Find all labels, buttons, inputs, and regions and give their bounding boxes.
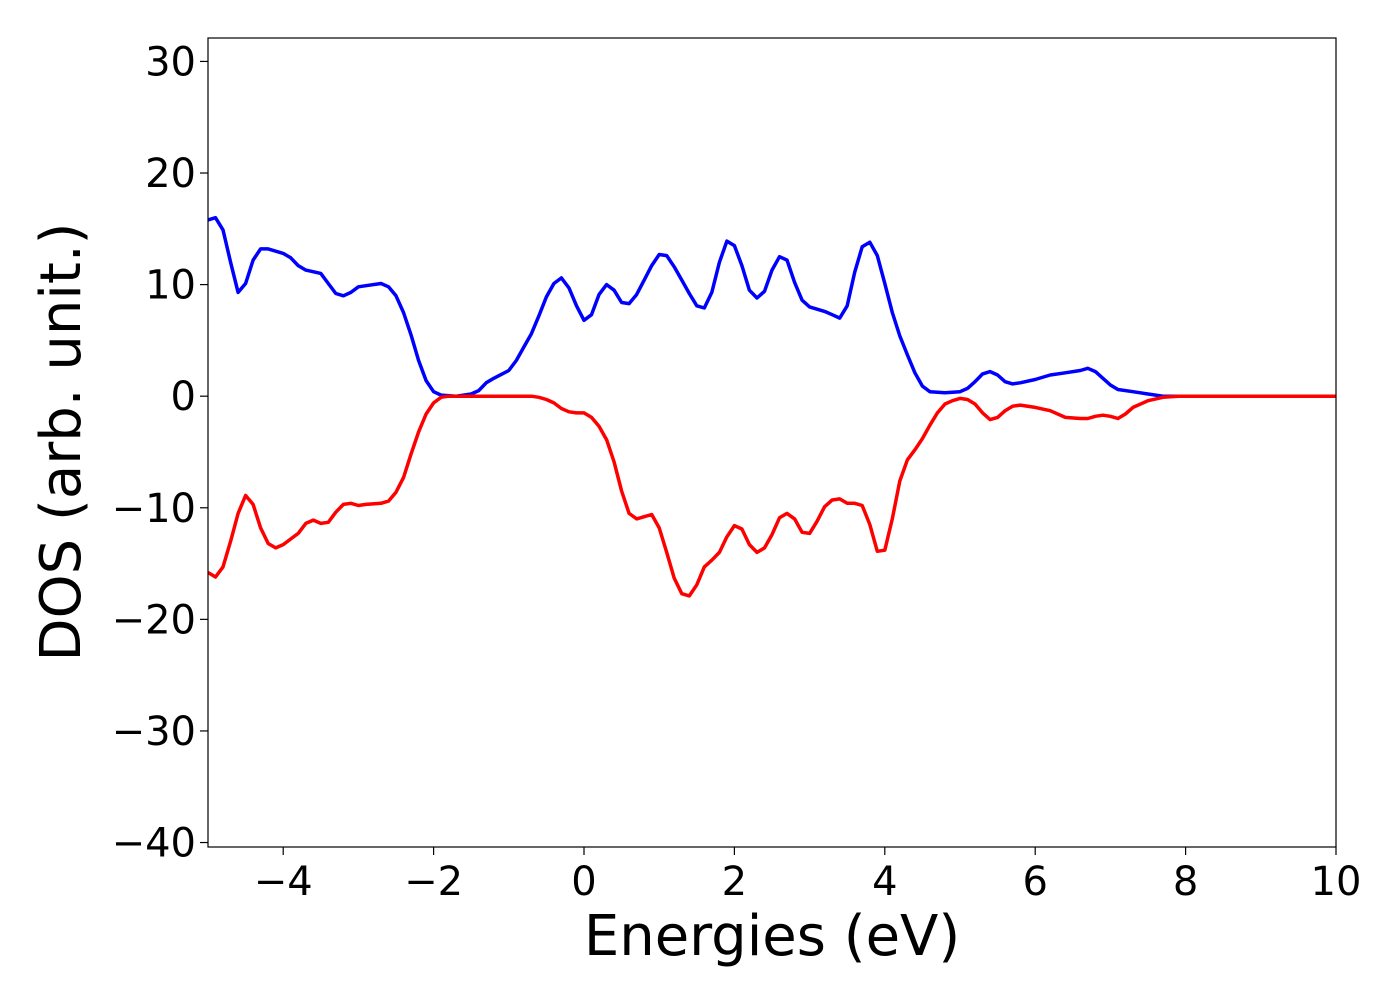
x-axis-label: Energies (eV) <box>584 904 960 969</box>
x-tick-label: −4 <box>254 859 313 905</box>
y-tick-label: −30 <box>112 709 196 755</box>
y-axis-label: DOS (arb. unit.) <box>29 222 94 661</box>
y-tick-label: −20 <box>112 597 196 643</box>
plot-frame <box>207 37 1337 848</box>
y-tick-label: 0 <box>171 374 196 420</box>
y-tick-label: 20 <box>145 151 196 197</box>
dos-line <box>208 394 1336 598</box>
x-tick-label: 10 <box>1311 859 1362 905</box>
y-tick-label: −40 <box>112 821 196 867</box>
y-tick-label: 30 <box>145 39 196 85</box>
x-tick-label: 2 <box>722 859 747 905</box>
y-tick-label: 10 <box>145 263 196 309</box>
y-tick-label: −10 <box>112 486 196 532</box>
x-tick-label: 6 <box>1022 859 1047 905</box>
x-tick-label: −2 <box>404 859 463 905</box>
x-tick-label: 0 <box>571 859 596 905</box>
x-tick-label: 8 <box>1173 859 1198 905</box>
x-tick-label: 4 <box>872 859 897 905</box>
dos-line <box>208 215 1336 398</box>
